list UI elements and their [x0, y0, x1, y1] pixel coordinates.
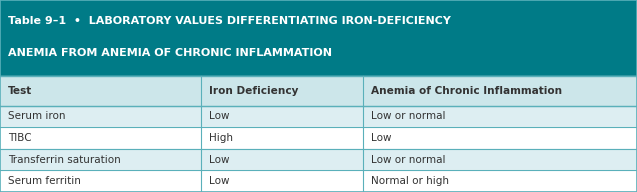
- Text: ANEMIA FROM ANEMIA OF CHRONIC INFLAMMATION: ANEMIA FROM ANEMIA OF CHRONIC INFLAMMATI…: [8, 48, 333, 58]
- Bar: [363, 149, 637, 170]
- Bar: [201, 127, 363, 149]
- Bar: [201, 106, 363, 127]
- Bar: [363, 127, 637, 149]
- Bar: [363, 170, 637, 192]
- Bar: [201, 149, 363, 170]
- Bar: [0, 76, 201, 106]
- Text: Normal or high: Normal or high: [371, 176, 449, 186]
- Bar: [201, 76, 363, 106]
- Bar: [0, 127, 201, 149]
- Bar: [0, 0, 637, 76]
- Text: Table 9–1  •  LABORATORY VALUES DIFFERENTIATING IRON-DEFICIENCY: Table 9–1 • LABORATORY VALUES DIFFERENTI…: [8, 16, 451, 26]
- Text: Low or normal: Low or normal: [371, 111, 446, 121]
- Text: Test: Test: [8, 86, 32, 96]
- Text: Low: Low: [209, 155, 229, 165]
- Text: Low: Low: [209, 111, 229, 121]
- Text: TIBC: TIBC: [8, 133, 32, 143]
- Bar: [0, 106, 201, 127]
- Bar: [363, 76, 637, 106]
- Bar: [201, 170, 363, 192]
- Text: Transferrin saturation: Transferrin saturation: [8, 155, 121, 165]
- Bar: [363, 106, 637, 127]
- Bar: [0, 170, 201, 192]
- Text: High: High: [209, 133, 233, 143]
- Text: Low: Low: [209, 176, 229, 186]
- Text: Anemia of Chronic Inflammation: Anemia of Chronic Inflammation: [371, 86, 562, 96]
- Text: Serum ferritin: Serum ferritin: [8, 176, 81, 186]
- Text: Serum iron: Serum iron: [8, 111, 66, 121]
- Text: Low: Low: [371, 133, 392, 143]
- Text: Low or normal: Low or normal: [371, 155, 446, 165]
- Bar: [0, 149, 201, 170]
- Text: Iron Deficiency: Iron Deficiency: [209, 86, 299, 96]
